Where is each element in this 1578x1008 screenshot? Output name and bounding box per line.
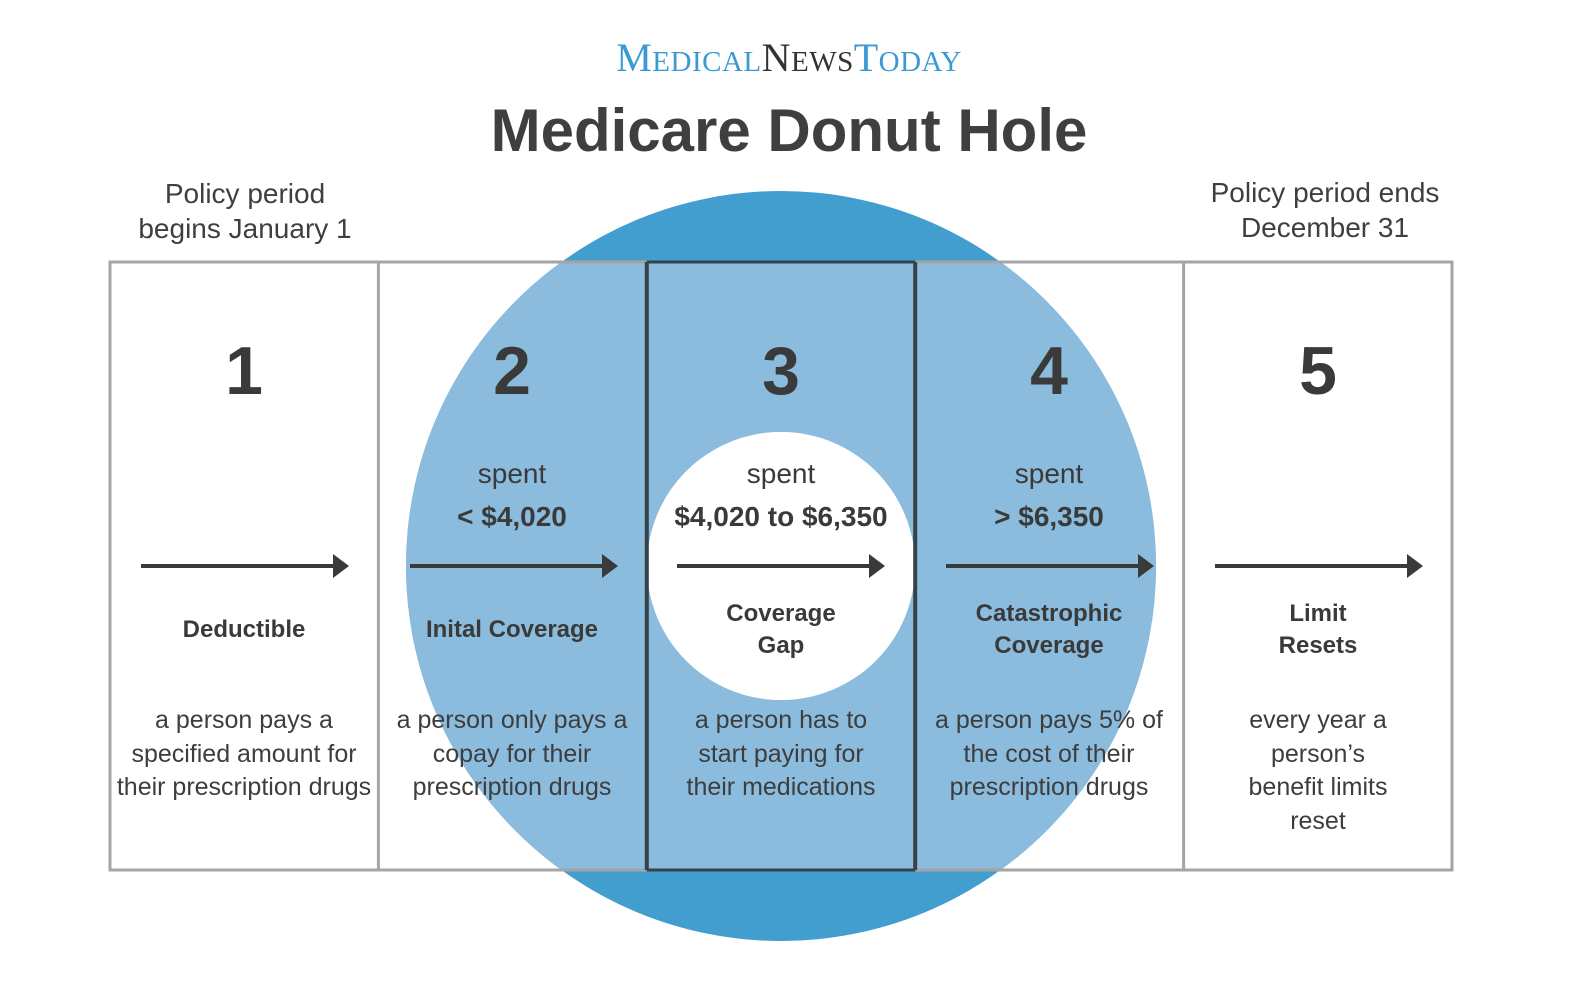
medical-news-today-logo: MEDICALNEWSTODAY [616,35,962,80]
page-title: Medicare Donut Hole [490,97,1088,164]
stage-5: 5 Limit Resets every year a person’s ben… [1184,262,1452,870]
stage-number: 5 [1299,333,1337,409]
stage-description: a person pays 5% of the cost of their pr… [935,706,1163,801]
stage-spent: spent $4,020 to $6,350 [647,452,915,538]
stage-number: 1 [225,333,263,409]
spent-label: spent [1014,458,1084,489]
stage-4: 4 spent > $6,350 Catastrophic Coverage a… [915,262,1183,870]
spent-amount: > $6,350 [994,501,1104,532]
stage-1: 1 Deductible a person pays a specified a… [110,262,378,870]
arrow-2 [410,554,618,578]
stage-3: 3 spent $4,020 to $6,350 Coverage Gap a … [647,262,915,870]
policy-period-end: Policy period ends December 31 [1210,177,1440,243]
stage-phase: Limit Resets [1278,600,1358,659]
stage-2: 2 spent < $4,020 Inital Coverage a perso… [378,262,646,870]
spent-amount: < $4,020 [457,501,567,532]
stage-description: every year a person’s benefit limits res… [1248,706,1388,835]
arrow-5 [1215,554,1423,578]
timeline-box [108,260,1454,872]
stage-description: a person has to start paying for their m… [686,706,876,801]
stage-number: 2 [493,333,531,409]
arrow-1 [141,554,349,578]
stage-phase: Deductible [182,616,306,643]
spent-label: spent [477,458,547,489]
arrow-3 [677,554,885,578]
stage-number: 4 [1030,333,1068,409]
stage-spent: spent < $4,020 [378,452,646,538]
policy-period-start: Policy period begins January 1 [138,178,352,244]
stage-description: a person only pays a copay for their pre… [396,706,628,801]
spent-label: spent [746,458,816,489]
stage-phase: Coverage Gap [726,600,836,659]
stage-description: a person pays a specified amount for the… [116,706,372,801]
stage-phase: Inital Coverage [425,616,599,643]
arrow-4 [946,554,1154,578]
stage-number: 3 [762,333,800,409]
stage-spent: spent > $6,350 [915,452,1183,538]
spent-amount: $4,020 to $6,350 [674,501,888,532]
stage-phase: Catastrophic Coverage [975,600,1123,659]
